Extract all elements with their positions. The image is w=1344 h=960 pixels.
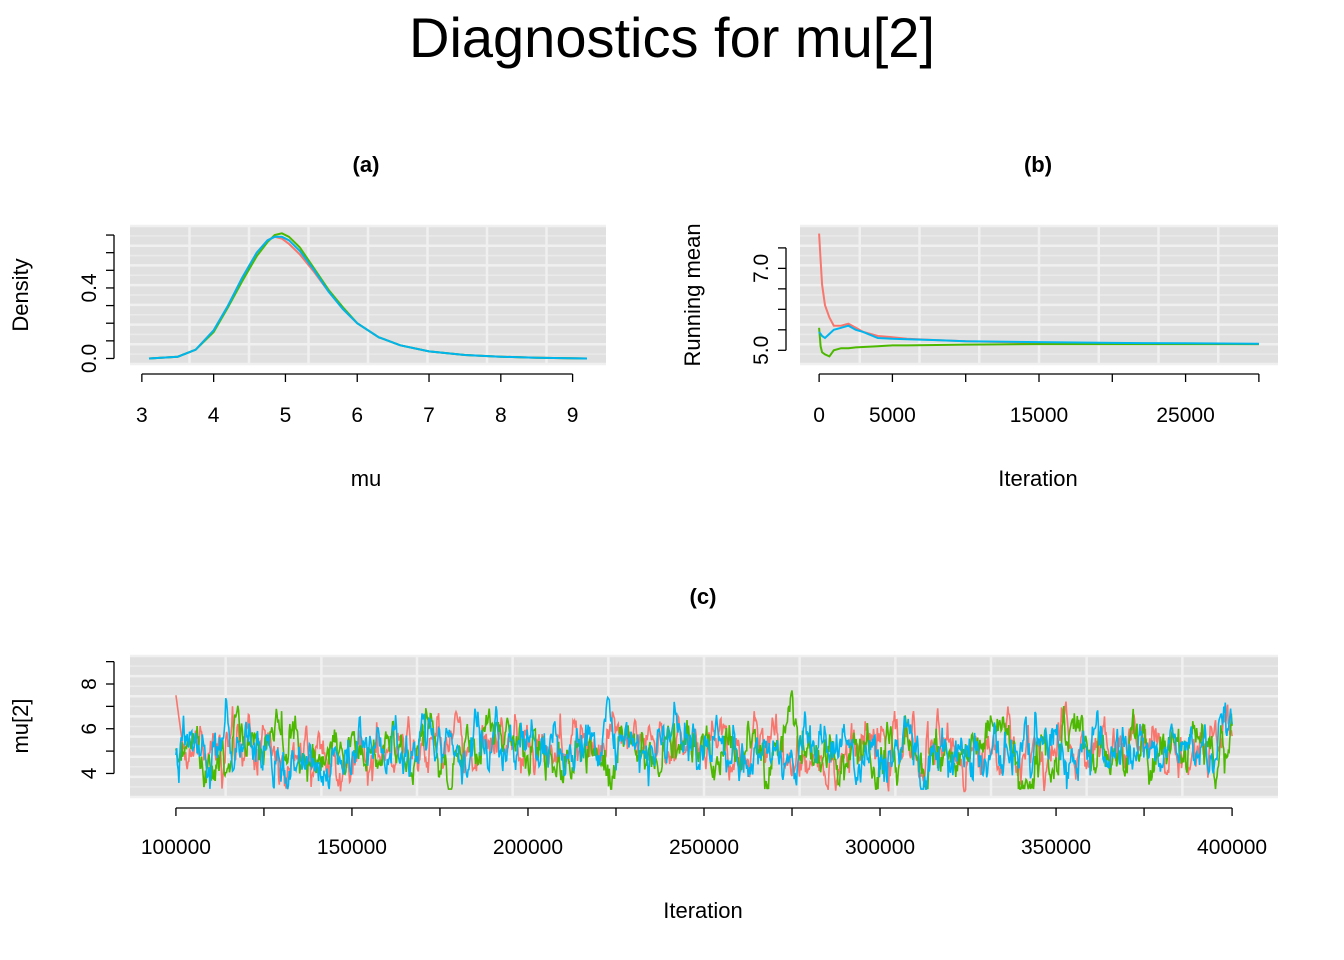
panel-a-x-axis: 3 4 5 6 7 8 9 — [136, 373, 579, 427]
x-tick-label: 25000 — [1156, 404, 1214, 427]
panel-c-series — [175, 690, 1233, 793]
x-tick-label: 250000 — [669, 836, 739, 859]
panel-a-y-label: Density — [8, 258, 33, 331]
panel-b-grid — [800, 224, 1278, 366]
y-tick-label: 4 — [78, 767, 101, 779]
panel-a-y-axis: 0.0 0.4 — [78, 234, 115, 373]
panel-b-x-axis: 0 5000 15000 25000 — [813, 373, 1260, 427]
x-tick-label: 9 — [567, 404, 579, 427]
panel-c-x-axis: 100000 150000 200000 250000 300000 350000 4000… — [141, 807, 1267, 859]
panel-b-y-label: Running mean — [680, 223, 705, 366]
x-tick-label: 150000 — [317, 836, 387, 859]
panel-c-y-label: mu[2] — [8, 698, 33, 753]
panel-b-series — [818, 233, 1259, 358]
panel-c-title: (c) — [690, 584, 717, 609]
y-tick-label: 0.0 — [78, 344, 101, 373]
panel-c-y-axis: 4 6 8 — [78, 660, 115, 779]
panel-c-x-label: Iteration — [663, 898, 743, 923]
panel-a-density: (a) 0.0 0.4 3 4 5 6 7 8 9 mu Density — [8, 152, 606, 491]
x-tick-label: 350000 — [1021, 836, 1091, 859]
panel-c-trace: (c) 4 6 8 100000 150000 200000 250000 300000 35… — [8, 584, 1278, 923]
panel-a-title: (a) — [353, 152, 380, 177]
x-tick-label: 15000 — [1010, 404, 1068, 427]
y-tick-label: 6 — [78, 723, 101, 735]
series-line-chain-3 — [148, 235, 588, 360]
y-tick-label: 8 — [78, 678, 101, 690]
panel-a-grid — [130, 224, 606, 366]
x-tick-label: 7 — [423, 404, 435, 427]
series-line-chain-2 — [818, 327, 1259, 358]
y-tick-label: 0.4 — [78, 273, 101, 303]
x-tick-label: 400000 — [1197, 836, 1267, 859]
page-title: Diagnostics for mu[2] — [409, 6, 935, 69]
x-tick-label: 0 — [813, 404, 825, 427]
x-tick-label: 300000 — [845, 836, 915, 859]
y-tick-label: 5.0 — [750, 336, 773, 365]
panel-b-title: (b) — [1024, 152, 1052, 177]
panel-a-series — [148, 232, 588, 360]
panel-a-x-label: mu — [351, 466, 382, 491]
x-tick-label: 100000 — [141, 836, 211, 859]
x-tick-label: 200000 — [493, 836, 563, 859]
x-tick-label: 5000 — [869, 404, 916, 427]
x-tick-label: 3 — [136, 404, 148, 427]
panel-c-grid — [130, 654, 1278, 799]
y-tick-label: 7.0 — [750, 254, 773, 283]
trace-line-chain-3 — [175, 695, 1233, 790]
panel-b-x-label: Iteration — [998, 466, 1078, 491]
x-tick-label: 5 — [280, 404, 292, 427]
panel-b-running-mean: (b) 5.0 7.0 0 5000 15000 25000 Iteration Run… — [680, 152, 1278, 491]
x-tick-label: 6 — [351, 404, 363, 427]
panel-b-y-axis: 5.0 7.0 — [750, 247, 787, 365]
x-tick-label: 8 — [495, 404, 507, 427]
x-tick-label: 4 — [208, 404, 220, 427]
series-line-chain-3 — [818, 324, 1259, 345]
